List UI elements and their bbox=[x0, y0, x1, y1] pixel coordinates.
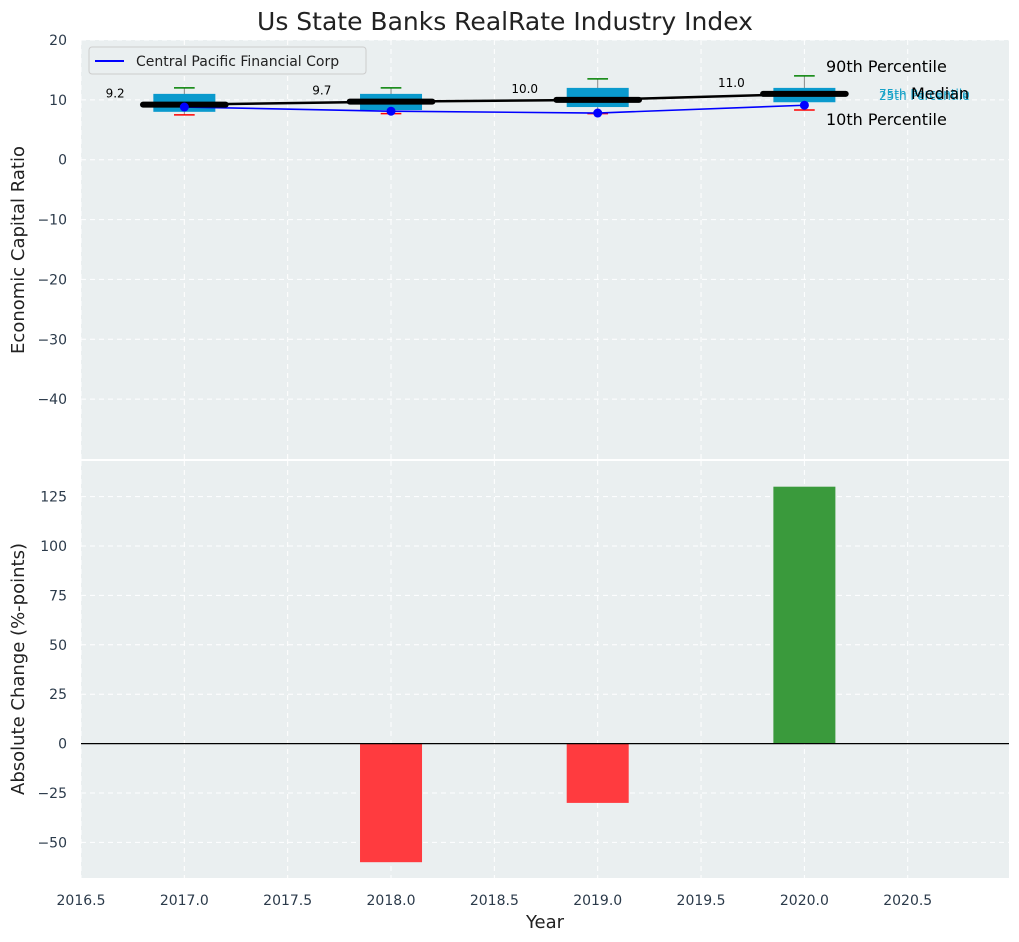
legend-label: Central Pacific Financial Corp bbox=[136, 54, 339, 70]
median-value-label: 10.0 bbox=[511, 82, 538, 96]
company-point bbox=[799, 100, 809, 110]
change-bar bbox=[360, 743, 423, 863]
company-point bbox=[179, 102, 189, 112]
company-line bbox=[184, 104, 805, 114]
percentile-annotations: 75th Percentile 25th Percentile 90th Per… bbox=[826, 57, 970, 129]
chart-title: Us State Banks RealRate Industry Index bbox=[257, 7, 753, 36]
top-y-tick-label: −10 bbox=[37, 213, 67, 229]
bottom-y-tick-label: 75 bbox=[49, 588, 67, 604]
company-point bbox=[593, 108, 603, 118]
x-tick-label: 2017.0 bbox=[160, 893, 209, 909]
x-tick-label: 2019.5 bbox=[677, 893, 726, 909]
top-y-tick-label: −30 bbox=[37, 332, 67, 348]
top-box-marks: 9.2 9.7 10.0 11.0 bbox=[106, 75, 849, 118]
x-tick-label: 2016.5 bbox=[57, 893, 106, 909]
top-y-tick-labels: 20 10 0 −10 −20 −30 −40 bbox=[37, 33, 67, 408]
bottom-y-tick-label: 100 bbox=[40, 539, 67, 555]
top-y-tick-label: 20 bbox=[49, 33, 67, 49]
top-y-tick-label: 10 bbox=[49, 93, 67, 109]
x-tick-label: 2018.0 bbox=[367, 893, 416, 909]
median-trend-line bbox=[184, 92, 805, 106]
annotation-75th-percentile: 75th Percentile bbox=[879, 87, 970, 101]
bottom-bar-marks bbox=[81, 486, 1009, 863]
bottom-gridlines bbox=[80, 461, 1009, 878]
bottom-y-tick-label: 0 bbox=[58, 737, 67, 753]
top-panel: 20 10 0 −10 −20 −30 −40 9.2 9.7 10.0 11.0 75th Pe… bbox=[8, 33, 1009, 459]
x-tick-labels: 2016.5 2017.0 2017.5 2018.0 2018.5 2019.0 2019… bbox=[57, 893, 933, 909]
legend-box bbox=[88, 46, 367, 75]
top-y-tick-label: −40 bbox=[37, 392, 67, 408]
top-gridlines bbox=[80, 39, 1009, 459]
x-tick-label: 2017.5 bbox=[263, 893, 312, 909]
median-value-label: 9.2 bbox=[106, 87, 125, 101]
annotation-90th-percentile: 90th Percentile bbox=[826, 57, 947, 76]
legend: Central Pacific Financial Corp bbox=[88, 46, 367, 75]
annotation-median: Median bbox=[911, 84, 969, 103]
bottom-y-tick-labels: 125 100 75 50 25 0 −25 −50 bbox=[37, 490, 67, 852]
bottom-panel: 125 100 75 50 25 0 −25 −50 Absolute Change (%-p… bbox=[8, 461, 1009, 878]
annotation-25th-percentile: 25th Percentile bbox=[879, 89, 970, 103]
change-bar bbox=[773, 486, 836, 744]
median-value-label: 11.0 bbox=[718, 76, 745, 90]
x-tick-label: 2020.5 bbox=[883, 893, 932, 909]
bottom-y-tick-label: 25 bbox=[49, 687, 67, 703]
x-axis-label: Year bbox=[525, 912, 565, 933]
top-y-tick-label: −20 bbox=[37, 272, 67, 288]
bottom-y-axis-label: Absolute Change (%-points) bbox=[8, 543, 29, 795]
company-point bbox=[386, 106, 396, 116]
top-y-axis-label: Economic Capital Ratio bbox=[8, 146, 29, 354]
median-value-label: 9.7 bbox=[312, 84, 331, 98]
x-tick-label: 2020.0 bbox=[780, 893, 829, 909]
change-bar bbox=[566, 743, 629, 803]
bottom-y-tick-label: −25 bbox=[37, 786, 67, 802]
x-tick-label: 2018.5 bbox=[470, 893, 519, 909]
bottom-y-tick-label: 50 bbox=[49, 638, 67, 654]
top-plot-area bbox=[81, 40, 1009, 459]
bottom-plot-area bbox=[81, 461, 1009, 878]
bottom-y-tick-label: 125 bbox=[40, 490, 67, 506]
top-y-tick-label: 0 bbox=[58, 153, 67, 169]
bottom-y-tick-label: −50 bbox=[37, 835, 67, 851]
x-tick-label: 2019.0 bbox=[573, 893, 622, 909]
annotation-10th-percentile: 10th Percentile bbox=[826, 110, 947, 129]
